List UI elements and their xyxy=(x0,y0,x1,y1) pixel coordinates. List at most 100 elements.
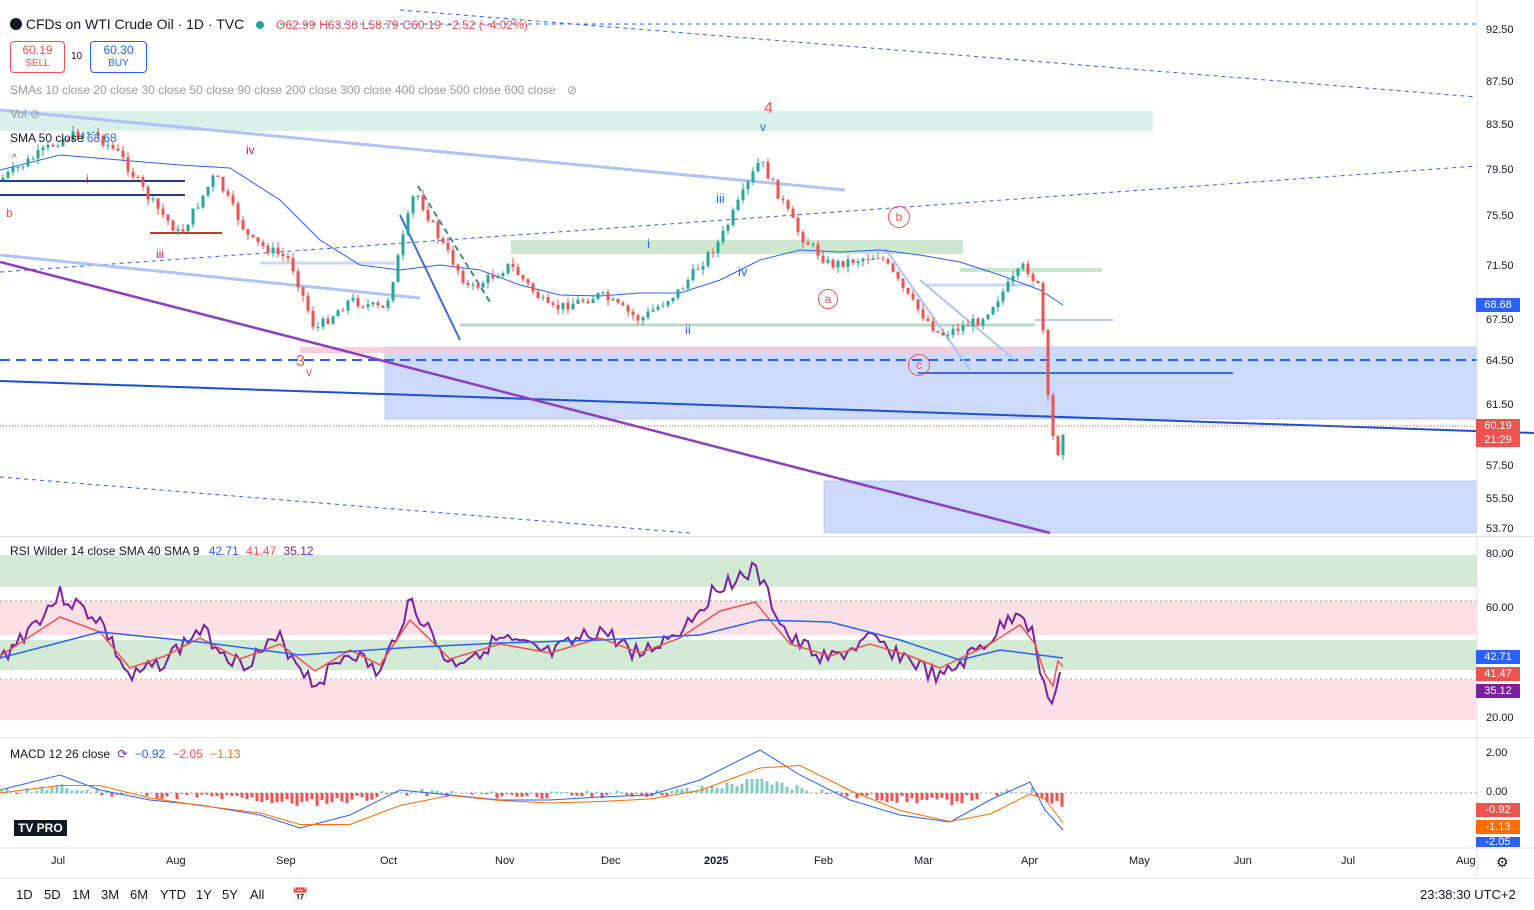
macd-bar xyxy=(796,785,799,793)
macd-bar xyxy=(166,793,169,796)
settings-gear-icon[interactable]: ⚙ xyxy=(1496,854,1509,871)
macd-bar xyxy=(271,793,274,803)
wave-ii-label: ii xyxy=(685,322,691,337)
candle-body xyxy=(937,331,940,333)
macd-bar xyxy=(251,793,254,797)
candle-body xyxy=(562,303,565,310)
candle-body xyxy=(287,256,290,258)
vol-legend[interactable]: Vol ⊘ xyxy=(10,107,40,121)
ohlc-low: L58.79 xyxy=(362,18,399,32)
macd-v2: −2.05 xyxy=(173,747,203,761)
macd-bar xyxy=(906,793,909,802)
macd-bar xyxy=(66,788,69,793)
candle-body xyxy=(607,292,610,300)
macd-bar xyxy=(926,793,929,800)
macd-bar xyxy=(626,793,629,795)
spread-value: 10 xyxy=(71,51,82,62)
symbol-legend[interactable]: CFDs on WTI Crude Oil · 1D · TVC O62.99 … xyxy=(10,16,528,32)
macd-bar xyxy=(1056,793,1059,801)
rsi-legend[interactable]: RSI Wilder 14 close SMA 40 SMA 9 42.71 4… xyxy=(10,544,314,558)
pane-separator-rsi[interactable] xyxy=(0,536,1534,537)
pane-separator-macd[interactable] xyxy=(0,737,1534,738)
wave-4-label: 4 xyxy=(764,100,773,118)
candle-body xyxy=(932,321,935,331)
tradingview-logo[interactable]: TV PRO xyxy=(14,820,67,836)
candle-body xyxy=(182,229,185,231)
candle-body xyxy=(597,293,600,299)
smas-legend[interactable]: SMAs 10 close 20 close 30 close 50 close… xyxy=(10,83,577,97)
macd-bar xyxy=(241,793,244,798)
timeframe-all[interactable]: All xyxy=(250,887,264,902)
macd-tag-1: -0.92 xyxy=(1476,803,1520,817)
macd-bar xyxy=(436,791,439,793)
candle-body xyxy=(992,307,995,314)
macd-bar xyxy=(976,793,979,799)
time-tick: Jul xyxy=(1341,855,1355,867)
date-range-calendar-icon[interactable]: 📅 xyxy=(292,887,308,903)
collapse-legend-icon[interactable]: ^ xyxy=(12,153,17,164)
vol-eye-hidden-icon[interactable]: ⊘ xyxy=(30,107,40,121)
timeframe-1d[interactable]: 1D xyxy=(16,887,33,902)
timeframe-ytd[interactable]: YTD xyxy=(160,887,186,902)
macd-legend[interactable]: MACD 12 26 close ⟳ −0.92 −2.05 −1.13 xyxy=(10,747,241,761)
candle-body xyxy=(1037,281,1040,283)
wave-i-label: i xyxy=(647,236,650,251)
timeframe-6m[interactable]: 6M xyxy=(130,887,148,902)
candle-body xyxy=(12,167,15,172)
timeframe-5y[interactable]: 5Y xyxy=(222,887,238,902)
price-tick: 64.50 xyxy=(1486,355,1514,367)
candle-body xyxy=(372,302,375,304)
candle-body xyxy=(237,204,240,221)
buy-button[interactable]: 60.30 BUY xyxy=(90,41,147,73)
timeframe-3m[interactable]: 3M xyxy=(101,887,119,902)
timeframe-1y[interactable]: 1Y xyxy=(196,887,212,902)
timeframe-1m[interactable]: 1M xyxy=(72,887,90,902)
rsi-lower-pink xyxy=(0,680,1477,720)
candle-body xyxy=(1052,395,1055,436)
macd-bar xyxy=(581,793,584,796)
last-price-tag: 60.19 xyxy=(1476,419,1520,433)
blue-demand-zone xyxy=(385,347,1477,419)
macd-bar xyxy=(526,793,529,796)
candle-body xyxy=(967,325,970,326)
macd-bar xyxy=(636,793,639,794)
price-tick: 71.50 xyxy=(1486,260,1514,272)
candle-body xyxy=(942,332,945,335)
clock-display[interactable]: 23:38:30 UTC+2 xyxy=(1420,887,1516,902)
candle-body xyxy=(187,225,190,232)
macd-line xyxy=(0,750,1063,830)
macd-bar xyxy=(806,791,809,793)
eye-hidden-icon[interactable]: ⊘ xyxy=(567,83,577,97)
rsi-tick: 60.00 xyxy=(1486,602,1514,614)
candle-body xyxy=(762,162,765,163)
sell-button[interactable]: 60.19 SELL xyxy=(10,41,65,73)
macd-bar xyxy=(506,793,509,794)
candle-body xyxy=(822,256,825,263)
blue-demand-zone-low xyxy=(824,481,1477,533)
candle-body xyxy=(487,275,490,283)
candle-body xyxy=(642,317,645,320)
price-tick: 83.50 xyxy=(1486,119,1514,131)
candle-body xyxy=(362,306,365,307)
macd-bar xyxy=(671,791,674,793)
macd-bar xyxy=(196,793,199,798)
macd-bar xyxy=(356,793,359,796)
timeframe-5d[interactable]: 5D xyxy=(44,887,61,902)
macd-bar xyxy=(231,793,234,796)
macd-bar xyxy=(331,793,334,802)
candle-body xyxy=(962,325,965,330)
candle-body xyxy=(747,181,750,189)
macd-bar xyxy=(736,786,739,793)
candle-body xyxy=(377,302,380,305)
wave-iv-left-label: iv xyxy=(246,143,255,157)
macd-bar xyxy=(866,793,869,796)
candle-body xyxy=(32,159,35,160)
macd-bar xyxy=(776,781,779,793)
macd-bar xyxy=(726,782,729,793)
candle-body xyxy=(737,200,740,210)
macd-bar xyxy=(431,790,434,793)
macd-settings-icon[interactable]: ⟳ xyxy=(117,747,127,761)
sma50-legend[interactable]: SMA 50 close 68.68 xyxy=(10,131,117,145)
macd-bar xyxy=(596,792,599,793)
candle-body xyxy=(457,265,460,271)
